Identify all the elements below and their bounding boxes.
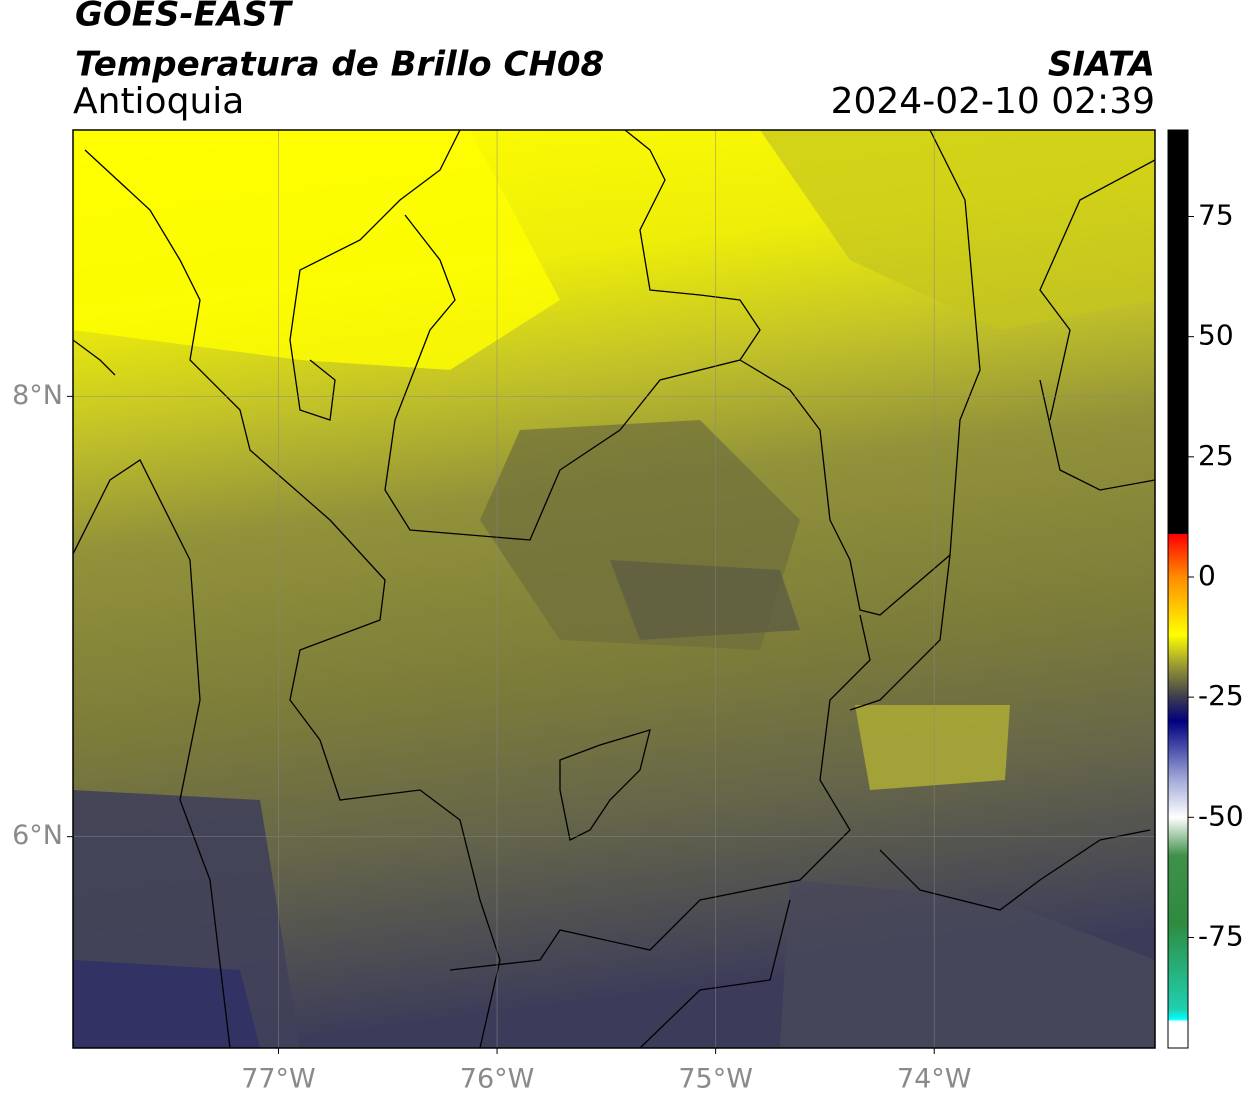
colorbar-tick-label: 25 <box>1198 439 1234 472</box>
x-tick-label: 74°W <box>897 1064 972 1095</box>
y-tick-label: 8°N <box>12 380 63 411</box>
graticule <box>73 130 1155 1048</box>
colorbar <box>1167 129 1189 1049</box>
y-tick-label: 6°N <box>12 820 63 851</box>
subtitle: Temperatura de Brillo CH08 <box>75 45 604 85</box>
colorbar-tick-label: 0 <box>1198 559 1216 592</box>
colorbar-tick-label: -25 <box>1198 679 1244 712</box>
region: Antioquia <box>73 81 244 122</box>
colorbar-tick-label: 50 <box>1198 319 1234 352</box>
colorbar-tick-label: -50 <box>1198 799 1244 832</box>
source: SIATA <box>1048 45 1155 85</box>
title: GOES-EAST <box>75 0 294 35</box>
timestamp: 2024-02-10 02:39 <box>831 81 1155 122</box>
colorbar-tick-label: -75 <box>1198 919 1244 952</box>
map-imagery <box>73 130 1155 1048</box>
x-tick-label: 77°W <box>241 1064 316 1095</box>
x-tick-label: 75°W <box>678 1064 753 1095</box>
colorbar-tick-label: 75 <box>1198 199 1234 232</box>
x-tick-label: 76°W <box>460 1064 535 1095</box>
map-frame <box>72 129 1156 1049</box>
